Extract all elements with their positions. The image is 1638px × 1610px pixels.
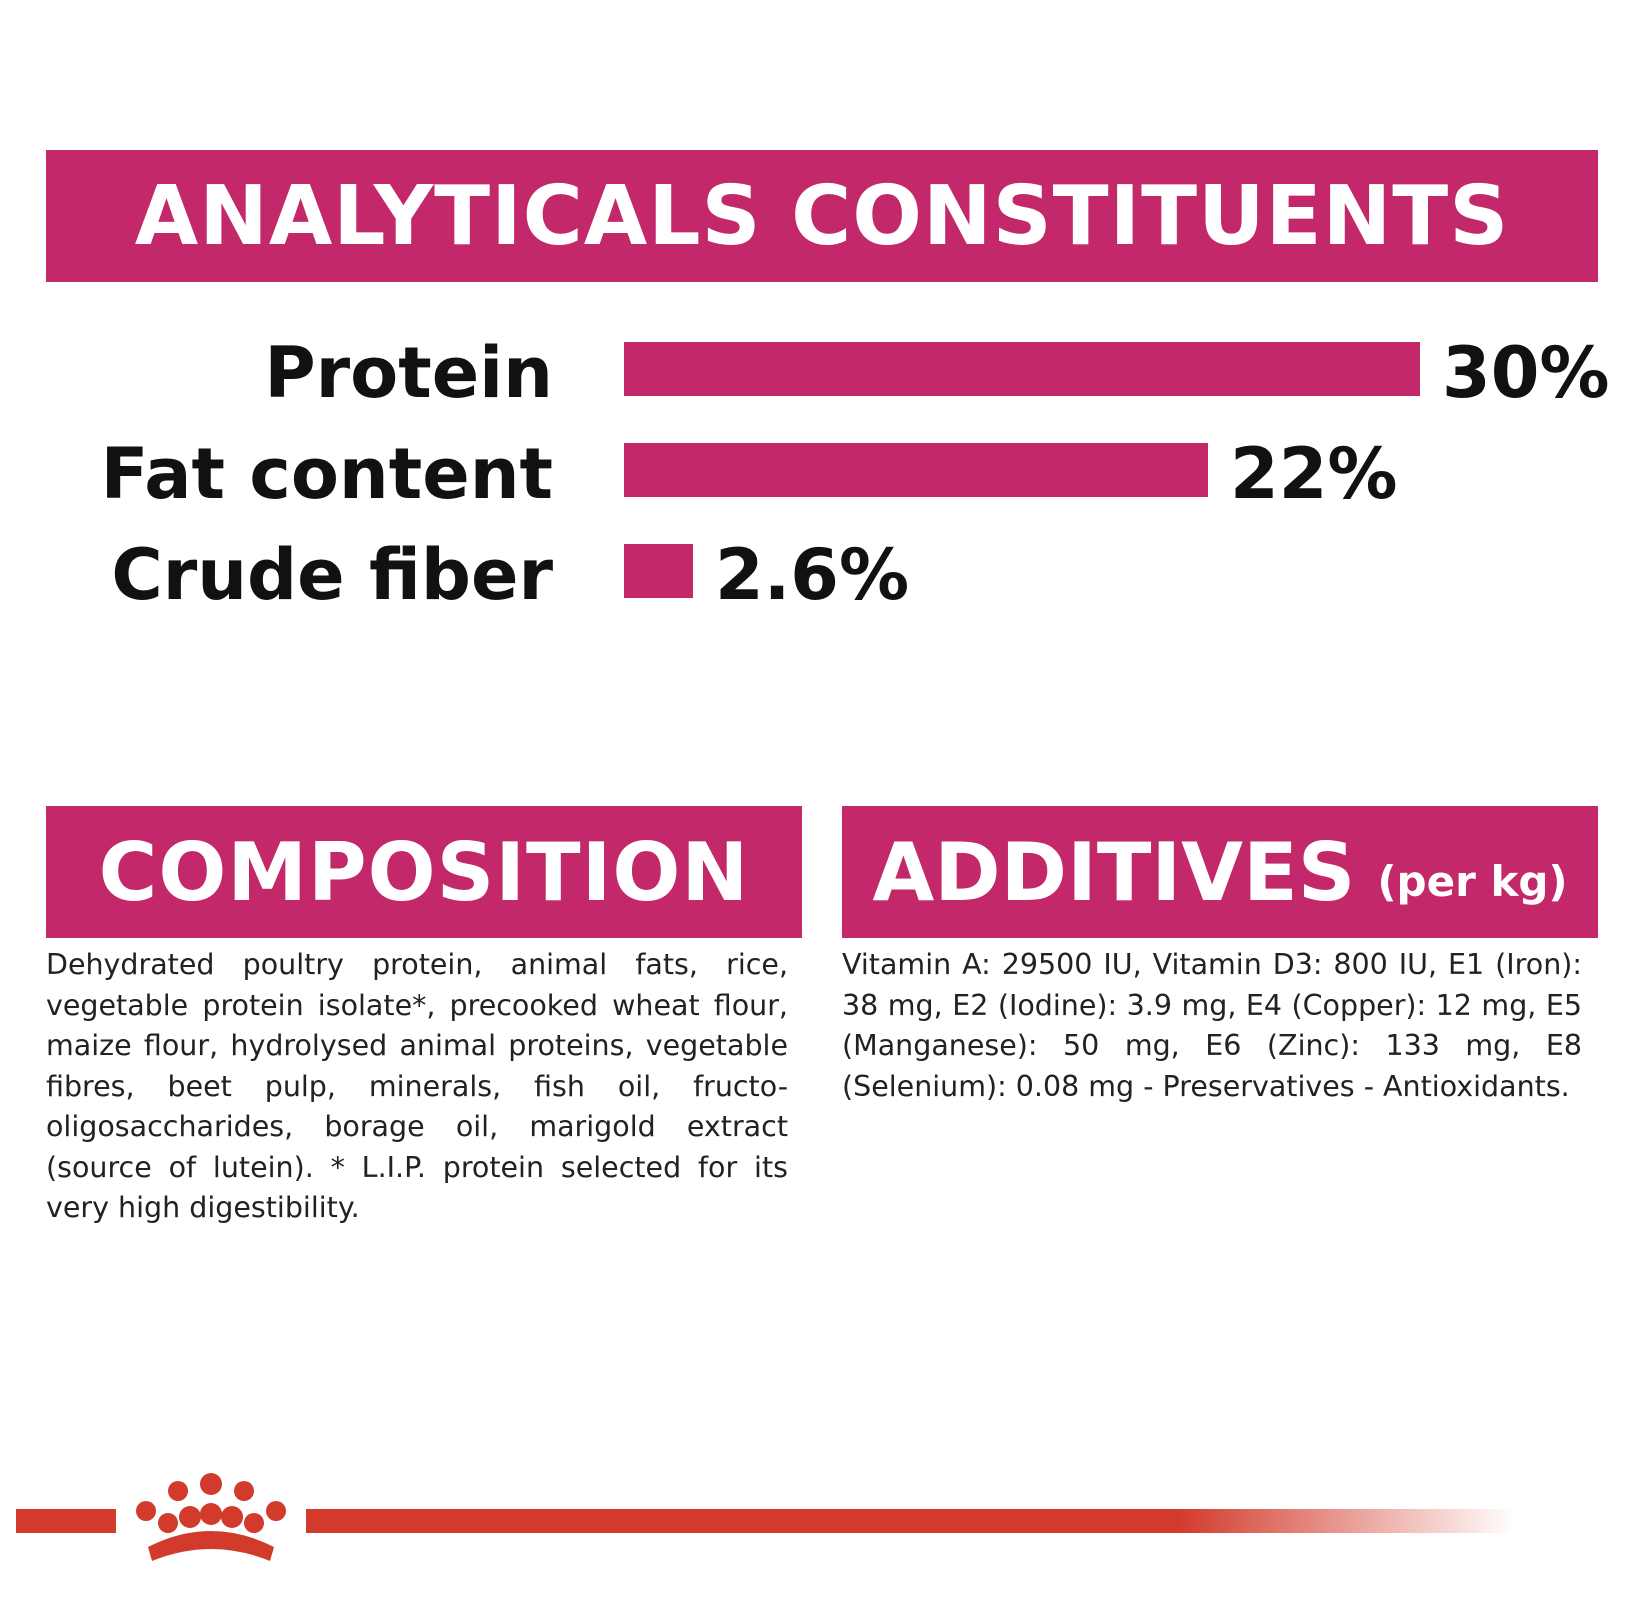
bar-0 bbox=[624, 342, 1420, 396]
bar-1 bbox=[624, 443, 1208, 497]
royal-crown-logo-icon bbox=[136, 1473, 286, 1561]
composition-text: Dehydrated poultry protein, animal fats,… bbox=[46, 948, 788, 1224]
composition-title: COMPOSITION bbox=[98, 825, 750, 919]
footer-divider-right bbox=[306, 1509, 1516, 1533]
composition-heading: COMPOSITION bbox=[46, 806, 802, 938]
bar-label-0: Protein bbox=[264, 332, 553, 414]
additives-heading: ADDITIVES (per kg) bbox=[842, 806, 1598, 938]
additives-unit-suffix: (per kg) bbox=[1377, 856, 1568, 906]
bar-label-1: Fat content bbox=[100, 433, 553, 515]
additives-title: ADDITIVES bbox=[872, 825, 1356, 919]
bar-value-label-1: 22% bbox=[1230, 433, 1398, 515]
bar-value-label-2: 2.6% bbox=[715, 534, 910, 616]
bar-label-2: Crude fiber bbox=[111, 534, 553, 616]
additives-text: Vitamin A: 29500 IU, Vitamin D3: 800 IU,… bbox=[842, 948, 1582, 1103]
analytical-constituents-heading: ANALYTICALS CONSTITUENTS bbox=[46, 150, 1598, 282]
bar-value-label-0: 30% bbox=[1442, 332, 1610, 414]
bar-2 bbox=[624, 544, 693, 598]
analytical-bar-chart: Protein 30% Fat content 22% Crude fiber 2.6% bbox=[0, 320, 1638, 620]
footer-divider-left bbox=[16, 1509, 116, 1533]
analytical-constituents-title: ANALYTICALS CONSTITUENTS bbox=[134, 168, 1510, 264]
